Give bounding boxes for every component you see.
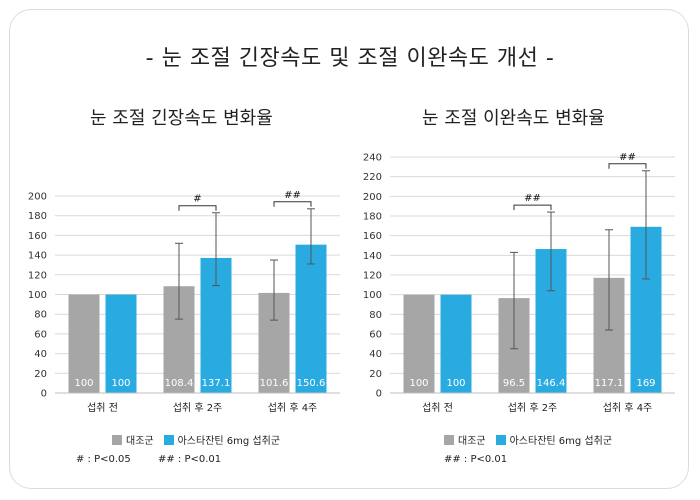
right-footnotes: ## : P<0.01 [444,454,531,465]
chart1-significance-marker: ## [284,190,301,201]
chart2-y-tick-label: 180 [363,212,382,223]
footnote-p001-right: ## : P<0.01 [444,454,508,465]
chart2-bar-treatment [440,294,472,393]
chart2-y-tick-label: 60 [369,330,382,341]
chart2-data-label: 100 [446,378,465,389]
chart1-significance-bracket [273,201,312,207]
chart2-x-tick-label: 섭취 전 [422,402,453,414]
chart2-significance-bracket [608,163,647,169]
legend-item-treatment: 아스타잔틴 6mg 섭취군 [163,432,281,447]
chart2-x-tick-label: 섭취 후 4주 [603,402,653,414]
legend-item-placebo-right: 대조군 [444,432,486,447]
chart2-x-tick-label: 섭취 후 2주 [508,402,558,414]
chart1-data-label: 150.6 [297,378,326,389]
chart2-bar-placebo [403,294,435,393]
treatment-swatch-right [495,434,506,445]
legend-placebo-label: 대조군 [126,436,154,447]
legend-treatment-label: 아스타잔틴 6mg 섭취군 [177,436,281,447]
chart1-y-tick-label: 60 [34,329,47,340]
chart1-data-label: 137.1 [202,378,231,389]
chart1-significance-bracket [178,205,217,211]
chart1-y-tick-label: 100 [28,290,47,301]
chart1-bar-treatment [105,294,137,393]
chart1-x-tick-label: 섭취 후 4주 [268,402,318,414]
chart2-data-label: 100 [409,378,428,389]
chart2-significance-marker: ## [619,152,636,163]
chart1-y-tick-label: 180 [28,211,47,222]
chart2-y-tick-label: 220 [363,172,382,183]
chart2-y-tick-label: 140 [363,251,382,262]
chart1-y-tick-label: 20 [34,369,47,380]
legend-item-treatment-right: 아스타잔틴 6mg 섭취군 [495,432,613,447]
right-chart-title: 눈 조절 이완속도 변화율 [422,108,605,129]
chart1-y-tick-label: 120 [28,270,47,281]
chart2-y-tick-label: 200 [363,192,382,203]
chart1-data-label: 108.4 [165,378,194,389]
chart2-y-tick-label: 240 [363,153,382,164]
legend-treatment-label-right: 아스타잔틴 6mg 섭취군 [509,436,613,447]
left-chart-title: 눈 조절 긴장속도 변화율 [90,108,273,129]
chart1-significance-marker: # [193,194,201,205]
left-legend: 대조군 아스타잔틴 6mg 섭취군 [112,432,290,447]
chart2-y-tick-label: 40 [369,349,382,360]
chart1-data-label: 100 [111,378,130,389]
chart1-y-tick-label: 140 [28,251,47,262]
chart1-x-tick-label: 섭취 후 2주 [173,402,223,414]
footnote-p005: # : P<0.05 [76,454,131,465]
card-frame [9,9,689,489]
treatment-swatch [163,434,174,445]
chart2-y-tick-label: 160 [363,231,382,242]
chart2-significance-marker: ## [524,193,541,204]
chart2-data-label: 146.4 [537,378,566,389]
chart1-bar-treatment [295,244,327,393]
placebo-swatch-right [444,434,454,445]
legend-placebo-label-right: 대조군 [458,436,486,447]
chart2-y-tick-label: 0 [376,389,382,400]
chart1-y-tick-label: 80 [34,310,47,321]
left-footnotes: # : P<0.05 ## : P<0.01 [76,454,245,465]
chart2-y-tick-label: 20 [369,369,382,380]
chart1-x-tick-label: 섭취 전 [87,402,118,414]
chart2-y-tick-label: 100 [363,290,382,301]
page-title: - 눈 조절 긴장속도 및 조절 이완속도 개선 - [145,46,555,71]
chart2-data-label: 96.5 [503,378,525,389]
chart2-y-tick-label: 120 [363,271,382,282]
chart2-y-tick-label: 80 [369,310,382,321]
placebo-swatch [112,434,122,445]
chart1-data-label: 101.6 [260,378,289,389]
right-legend: 대조군 아스타잔틴 6mg 섭취군 [444,432,622,447]
chart1-bar-placebo [68,294,100,393]
footnote-p001: ## : P<0.01 [157,454,222,465]
chart1-y-tick-label: 160 [28,231,47,242]
chart1-data-label: 100 [74,378,93,389]
chart1-y-tick-label: 0 [41,389,47,400]
legend-item-placebo: 대조군 [112,432,154,447]
chart2-data-label: 169 [636,378,655,389]
chart1-y-tick-label: 200 [28,192,47,203]
chart2-significance-bracket [513,204,552,211]
chart1-y-tick-label: 40 [34,349,47,360]
chart2-data-label: 117.1 [595,378,624,389]
